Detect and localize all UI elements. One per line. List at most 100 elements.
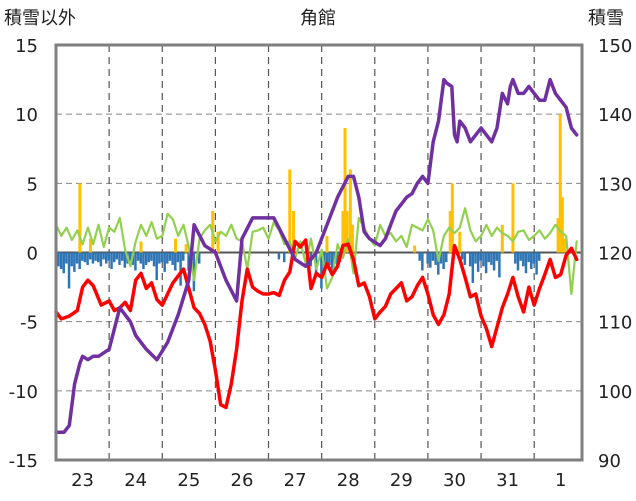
negative-bar xyxy=(155,252,158,281)
chart-title: 角館 xyxy=(300,8,336,29)
precipitation-bar xyxy=(500,224,504,253)
negative-bar xyxy=(282,252,286,263)
line-series xyxy=(54,77,579,435)
negative-bar xyxy=(62,252,65,274)
negative-bar xyxy=(112,252,116,263)
negative-bar xyxy=(426,252,429,264)
negative-bar xyxy=(163,252,166,272)
negative-bar xyxy=(442,252,445,270)
negative-bar xyxy=(463,252,467,265)
negative-bar xyxy=(437,252,440,275)
negative-bar xyxy=(150,252,153,261)
x-tick-label: 29 xyxy=(390,470,413,491)
left-y-tick-label: -15 xyxy=(9,451,38,472)
precipitation-bar xyxy=(348,169,352,253)
x-tick-label: 31 xyxy=(496,470,519,491)
right-y-tick-label: 140 xyxy=(598,105,632,126)
negative-bar xyxy=(94,252,97,261)
negative-bar xyxy=(67,252,71,289)
negative-bar xyxy=(330,252,334,275)
negative-bar xyxy=(110,252,113,270)
negative-bar xyxy=(490,252,493,265)
negative-bar xyxy=(479,252,483,261)
negative-bar xyxy=(83,252,87,263)
negative-bar xyxy=(498,252,501,278)
right-y-tick-label: 90 xyxy=(598,451,621,472)
negative-bar xyxy=(136,252,140,261)
precipitation-bar xyxy=(511,183,515,253)
negative-bar xyxy=(174,252,177,271)
negative-bar xyxy=(179,252,182,286)
negative-bar xyxy=(487,252,491,263)
x-tick-label: 28 xyxy=(337,470,360,491)
x-ticks: 23 24 25 26 27 28 29 30 31 1 xyxy=(71,470,566,491)
right-axis-label: 積雪 xyxy=(588,8,624,29)
negative-bar xyxy=(176,252,180,263)
negative-bar xyxy=(192,252,196,292)
x-tick-label: 30 xyxy=(443,470,466,491)
precipitation-bar xyxy=(560,197,564,253)
wind-line xyxy=(54,207,578,296)
negative-bar xyxy=(142,252,145,270)
precipitation-bar xyxy=(184,244,188,253)
precipitation-bar xyxy=(216,231,220,253)
negative-bar xyxy=(514,252,517,264)
negative-bar xyxy=(320,252,323,289)
negative-bar xyxy=(471,252,475,283)
negative-bar xyxy=(328,252,331,265)
negative-bar xyxy=(70,252,73,267)
x-tick-label: 23 xyxy=(71,470,94,491)
right-y-tick-label: 130 xyxy=(598,174,632,195)
bar-series xyxy=(57,114,566,292)
negative-bar xyxy=(144,252,148,265)
negative-bar xyxy=(104,252,108,264)
negative-bar xyxy=(524,252,528,274)
negative-bar xyxy=(434,252,437,265)
negative-bar xyxy=(516,252,520,271)
negative-bar xyxy=(57,252,60,267)
left-y-tick-label: -5 xyxy=(20,313,38,334)
precipitation-bar xyxy=(413,245,417,253)
negative-bar xyxy=(492,252,496,271)
negative-bar xyxy=(522,252,525,267)
precipitation-bar xyxy=(558,114,562,253)
negative-bar xyxy=(474,252,477,264)
negative-bar xyxy=(277,252,281,260)
negative-bar xyxy=(537,252,541,261)
negative-bar xyxy=(147,252,150,263)
negative-bar xyxy=(468,252,472,267)
negative-bar xyxy=(182,252,185,261)
x-tick-label: 24 xyxy=(124,470,147,491)
negative-bar xyxy=(445,252,448,263)
negative-bar xyxy=(535,252,538,275)
right-y-ticks: 150 140 130 120 110 100 90 xyxy=(598,36,632,472)
negative-bar xyxy=(107,252,111,261)
negative-bar xyxy=(118,252,121,265)
negative-bar xyxy=(152,252,156,267)
negative-bar xyxy=(429,252,432,268)
precipitation-bar xyxy=(350,224,354,253)
x-tick-label: 26 xyxy=(231,470,254,491)
precipitation-bar xyxy=(343,128,347,253)
left-y-ticks: 15 10 5 0 -5 -10 -15 xyxy=(9,36,38,472)
negative-bar xyxy=(460,252,464,260)
negative-bar xyxy=(482,252,485,267)
negative-bar xyxy=(115,252,119,260)
negative-bar xyxy=(171,252,174,265)
negative-bar xyxy=(91,252,95,264)
right-y-tick-label: 100 xyxy=(598,382,632,403)
negative-bar xyxy=(73,252,76,272)
left-y-tick-label: 5 xyxy=(27,174,38,195)
negative-bar xyxy=(160,252,164,263)
negative-bar xyxy=(78,252,81,270)
negative-bar xyxy=(59,252,63,270)
precipitation-bar xyxy=(450,183,454,253)
left-axis-label: 積雪以外 xyxy=(4,8,76,29)
negative-bar xyxy=(197,252,201,264)
negative-bar xyxy=(81,252,84,261)
negative-bar xyxy=(527,252,530,263)
negative-bar xyxy=(168,252,172,261)
right-y-tick-label: 150 xyxy=(598,36,632,57)
precipitation-bar xyxy=(174,238,178,253)
